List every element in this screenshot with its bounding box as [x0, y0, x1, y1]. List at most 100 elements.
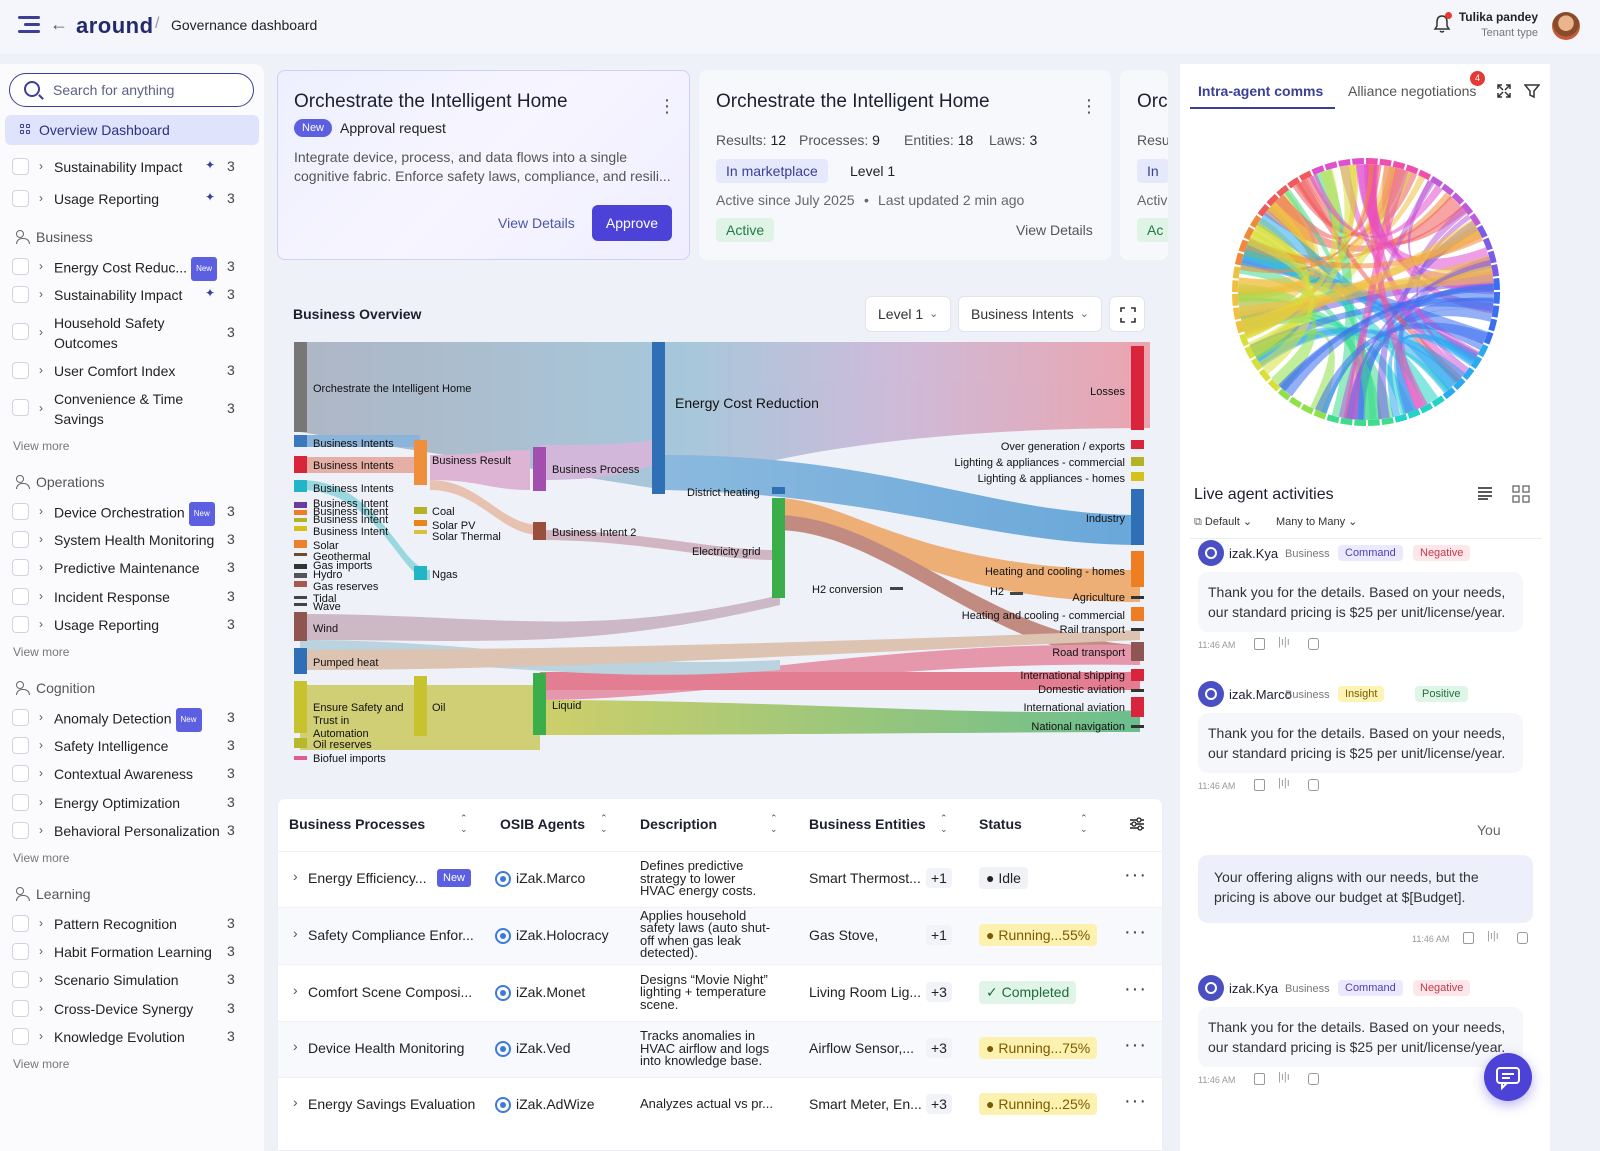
- sort-icon[interactable]: ⌃ ⌄: [600, 813, 608, 834]
- agent-name[interactable]: iZak.Ved: [516, 1040, 571, 1056]
- list-view-icon[interactable]: [1477, 486, 1493, 505]
- column-header[interactable]: Business Processes: [289, 816, 426, 832]
- column-header[interactable]: Description: [640, 816, 718, 832]
- sidebar-group-learning[interactable]: Learning: [16, 886, 91, 902]
- chevron-right-icon[interactable]: ›: [39, 532, 43, 546]
- chevron-right-icon[interactable]: ›: [39, 944, 43, 958]
- user-name[interactable]: Tulika pandey: [1458, 10, 1538, 24]
- more-entities-count[interactable]: +3: [926, 1094, 952, 1114]
- expand-button[interactable]: [1109, 296, 1145, 332]
- chevron-right-icon[interactable]: ›: [39, 363, 43, 377]
- view-more-link[interactable]: View more: [13, 645, 70, 659]
- chevron-right-icon[interactable]: ›: [39, 795, 43, 809]
- more-entities-count[interactable]: +1: [926, 868, 952, 888]
- pin-icon[interactable]: ✦: [205, 190, 216, 204]
- checkbox[interactable]: [12, 323, 29, 340]
- agent-name[interactable]: izak.Kya: [1229, 546, 1279, 561]
- process-name[interactable]: Safety Compliance Enfor...: [308, 926, 474, 943]
- agent-name[interactable]: iZak.AdWize: [516, 1096, 595, 1112]
- approve-button[interactable]: Approve: [592, 205, 672, 241]
- sort-icon[interactable]: ⌃ ⌄: [770, 813, 778, 834]
- chevron-right-icon[interactable]: ›: [39, 766, 43, 780]
- checkbox[interactable]: [12, 737, 29, 754]
- chevron-right-icon[interactable]: ›: [39, 1001, 43, 1015]
- chevron-right-icon[interactable]: ›: [39, 504, 43, 518]
- checkbox[interactable]: [12, 503, 29, 520]
- audio-icon[interactable]: |ı|ı: [1278, 636, 1290, 648]
- tab-alliance-negotiations[interactable]: Alliance negotiations: [1348, 83, 1477, 99]
- kebab-menu-icon[interactable]: ⋮: [658, 97, 676, 115]
- chevron-right-icon[interactable]: ›: [39, 617, 43, 631]
- view-dropdown[interactable]: ⧉ Default ⌄: [1194, 516, 1253, 528]
- translate-icon[interactable]: [1308, 638, 1319, 650]
- checkbox[interactable]: [12, 286, 29, 303]
- relation-dropdown[interactable]: Many to Many ⌄: [1276, 516, 1358, 528]
- filter-icon[interactable]: [1523, 83, 1541, 104]
- menu-icon[interactable]: [18, 16, 40, 34]
- checkbox[interactable]: [12, 709, 29, 726]
- more-entities-count[interactable]: +3: [926, 1038, 952, 1058]
- expand-row-icon[interactable]: ›: [293, 1094, 298, 1110]
- view-more-link[interactable]: View more: [13, 851, 70, 865]
- chevron-right-icon[interactable]: ›: [39, 259, 43, 273]
- level-dropdown[interactable]: Level 1: [865, 296, 952, 332]
- translate-icon[interactable]: [1517, 932, 1528, 944]
- agent-name[interactable]: izak.Kya: [1229, 981, 1279, 996]
- entity-name[interactable]: Living Room Lig...: [809, 983, 922, 1000]
- view-more-link[interactable]: View more: [13, 1057, 70, 1071]
- search-input[interactable]: Search for anything: [9, 73, 254, 107]
- pin-icon[interactable]: ✦: [205, 158, 216, 172]
- expand-row-icon[interactable]: ›: [293, 868, 298, 884]
- more-entities-count[interactable]: +3: [926, 981, 952, 1002]
- entity-name[interactable]: Smart Meter, En...: [809, 1096, 922, 1112]
- view-details-link[interactable]: View Details: [498, 215, 575, 231]
- view-more-link[interactable]: View more: [13, 439, 70, 453]
- agent-avatar[interactable]: [1198, 975, 1224, 1001]
- checkbox[interactable]: [12, 190, 29, 207]
- process-name[interactable]: Comfort Scene Composi...: [308, 983, 473, 1000]
- intent-card-partial[interactable]: Orc Resu In Activ Ac: [1120, 70, 1168, 260]
- checkbox[interactable]: [12, 1000, 29, 1017]
- checkbox[interactable]: [12, 559, 29, 576]
- checkbox[interactable]: [12, 616, 29, 633]
- expand-row-icon[interactable]: ›: [293, 981, 298, 998]
- checkbox[interactable]: [12, 943, 29, 960]
- user-avatar[interactable]: [1552, 12, 1580, 40]
- expand-row-icon[interactable]: ›: [293, 1038, 298, 1054]
- column-header[interactable]: OSIB Agents: [500, 816, 586, 832]
- sankey-chart[interactable]: Orchestrate the Intelligent Home Business…: [290, 340, 1152, 770]
- copy-icon[interactable]: [1463, 932, 1474, 944]
- checkbox[interactable]: [12, 158, 29, 175]
- sidebar-group-cognition[interactable]: Cognition: [16, 680, 95, 696]
- entity-name[interactable]: Airflow Sensor,...: [809, 1040, 915, 1056]
- audio-icon[interactable]: |ı|ı: [1278, 777, 1290, 789]
- kebab-menu-icon[interactable]: ⋮: [1080, 97, 1098, 115]
- checkbox[interactable]: [12, 531, 29, 548]
- agent-name[interactable]: iZak.Marco: [516, 870, 586, 886]
- entity-name[interactable]: Smart Thermost...: [809, 870, 921, 886]
- checkbox[interactable]: [12, 399, 29, 416]
- back-arrow-icon[interactable]: ←: [50, 14, 68, 34]
- row-actions-icon[interactable]: ···: [1124, 1090, 1147, 1112]
- table-row[interactable]: [278, 964, 1162, 1021]
- chevron-right-icon[interactable]: ›: [39, 287, 43, 301]
- bell-icon[interactable]: [1433, 12, 1452, 34]
- copy-icon[interactable]: [1254, 638, 1265, 650]
- checkbox[interactable]: [12, 765, 29, 782]
- copy-icon[interactable]: [1254, 1073, 1265, 1085]
- chevron-right-icon[interactable]: ›: [39, 1029, 43, 1043]
- column-header[interactable]: Status: [979, 816, 1022, 832]
- row-actions-icon[interactable]: ···: [1124, 864, 1147, 886]
- checkbox[interactable]: [12, 362, 29, 379]
- sort-icon[interactable]: ⌃ ⌄: [940, 813, 948, 834]
- agent-name[interactable]: iZak.Holocracy: [516, 926, 609, 943]
- checkbox[interactable]: [12, 794, 29, 811]
- checkbox[interactable]: [12, 915, 29, 932]
- view-details-link[interactable]: View Details: [1016, 222, 1093, 238]
- agent-name[interactable]: iZak.Monet: [516, 983, 586, 1000]
- table-row[interactable]: [278, 1077, 1162, 1133]
- column-settings-icon[interactable]: [1129, 817, 1145, 836]
- process-name[interactable]: Device Health Monitoring: [308, 1040, 465, 1056]
- row-actions-icon[interactable]: ···: [1124, 920, 1147, 943]
- collapse-icon[interactable]: [1496, 83, 1512, 104]
